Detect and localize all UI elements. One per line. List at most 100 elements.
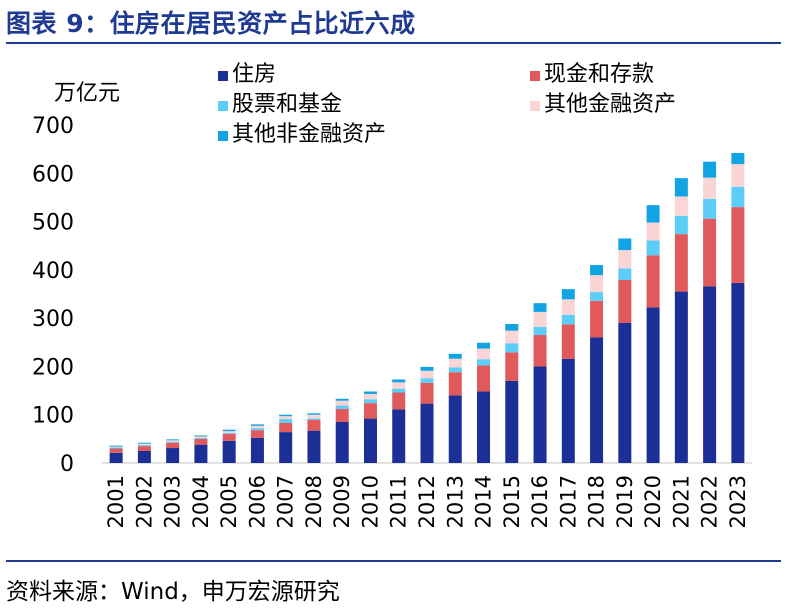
- bar-segment: [250, 437, 264, 463]
- bar-segment: [561, 289, 575, 300]
- bars: [109, 153, 745, 463]
- bar-segment: [137, 442, 151, 444]
- bar-segment: [222, 433, 236, 435]
- bar-segment: [646, 255, 660, 308]
- bar-segment: [703, 286, 717, 463]
- bar-segment: [250, 430, 264, 438]
- x-tick-label: 2014: [472, 475, 496, 528]
- y-axis: 0 100 200 300 400 500 600 700: [32, 114, 752, 477]
- bar-segment: [166, 442, 180, 449]
- bar-segment: [279, 422, 293, 433]
- bar-segment: [674, 291, 688, 463]
- legend-swatch: [530, 101, 540, 111]
- bar-segment: [420, 366, 434, 371]
- bar-segment: [279, 432, 293, 463]
- bar-segment: [618, 279, 632, 323]
- source-note: 资料来源：Wind，申万宏源研究: [6, 579, 340, 605]
- y-tick-label: 700: [32, 114, 74, 139]
- bar-segment: [674, 215, 688, 235]
- bar-segment: [363, 393, 377, 400]
- bar-segment: [307, 413, 321, 415]
- y-tick-label: 0: [60, 452, 74, 477]
- x-tick-label: 2013: [443, 475, 467, 528]
- bar-segment: [477, 359, 491, 366]
- y-tick-label: 600: [32, 162, 74, 187]
- bar-segment: [307, 420, 321, 431]
- x-tick-label: 2022: [698, 475, 722, 528]
- bar-segment: [590, 337, 604, 463]
- bar-segment: [194, 438, 208, 445]
- bar-segment: [646, 240, 660, 256]
- bar-segment: [222, 434, 236, 441]
- bar-segment: [420, 370, 434, 379]
- bar-segment: [194, 435, 208, 437]
- legend-label: 其他金融资产: [544, 92, 676, 117]
- bar-segment: [533, 326, 547, 336]
- bar-segment: [561, 324, 575, 359]
- x-tick-label: 2021: [669, 475, 693, 528]
- bar-segment: [590, 300, 604, 338]
- bar-segment: [335, 405, 349, 409]
- bar-segment: [731, 164, 745, 187]
- footer-divider: [6, 560, 781, 562]
- bar-segment: [448, 372, 462, 396]
- bar-segment: [477, 365, 491, 392]
- legend-label: 股票和基金: [232, 92, 342, 117]
- bar-segment: [703, 198, 717, 219]
- bar-segment: [448, 353, 462, 359]
- bar-segment: [222, 440, 236, 463]
- bar-segment: [279, 416, 293, 420]
- bar-segment: [448, 395, 462, 463]
- bar-segment: [618, 238, 632, 251]
- bar-segment: [279, 414, 293, 417]
- bar-segment: [363, 403, 377, 419]
- bar-segment: [561, 314, 575, 325]
- bar-segment: [646, 222, 660, 241]
- title-divider: [6, 42, 781, 44]
- legend-label: 住房: [232, 62, 276, 87]
- bar-segment: [448, 358, 462, 368]
- bar-segment: [561, 299, 575, 315]
- legend-swatch: [530, 71, 540, 81]
- bar-segment: [335, 398, 349, 401]
- bar-segment: [420, 403, 434, 463]
- bar-segment: [392, 392, 406, 410]
- x-tick-label: 2009: [330, 475, 354, 528]
- bar-segment: [590, 292, 604, 301]
- bar-segment: [674, 234, 688, 292]
- x-tick-label: 2010: [358, 475, 382, 528]
- x-tick-label: 2015: [500, 475, 524, 528]
- y-tick-label: 300: [32, 307, 74, 332]
- bar-segment: [166, 448, 180, 463]
- bar-segment: [194, 436, 208, 438]
- x-tick-label: 2023: [726, 475, 750, 528]
- bar-segment: [674, 196, 688, 216]
- legend-swatch: [218, 71, 228, 81]
- bar-segment: [731, 207, 745, 283]
- bar-segment: [505, 380, 519, 463]
- bar-segment: [363, 399, 377, 404]
- y-tick-label: 400: [32, 259, 74, 284]
- bar-segment: [166, 439, 180, 441]
- bar-segment: [363, 418, 377, 463]
- bar-segment: [392, 382, 406, 389]
- bar-segment: [420, 378, 434, 383]
- bar-segment: [533, 311, 547, 327]
- bar-segment: [109, 446, 123, 448]
- bar-segment: [109, 448, 123, 453]
- bar-segment: [335, 408, 349, 422]
- bar-segment: [505, 323, 519, 331]
- bar-segment: [505, 330, 519, 344]
- bar-segment: [194, 437, 208, 439]
- x-tick-label: 2007: [274, 475, 298, 528]
- bar-segment: [477, 391, 491, 463]
- legend-label: 现金和存款: [544, 62, 654, 87]
- legend-swatch: [218, 131, 228, 141]
- bar-segment: [420, 382, 434, 404]
- bar-segment: [618, 268, 632, 280]
- bar-segment: [137, 443, 151, 446]
- bar-segment: [363, 391, 377, 394]
- bar-segment: [279, 419, 293, 423]
- bar-segment: [137, 445, 151, 447]
